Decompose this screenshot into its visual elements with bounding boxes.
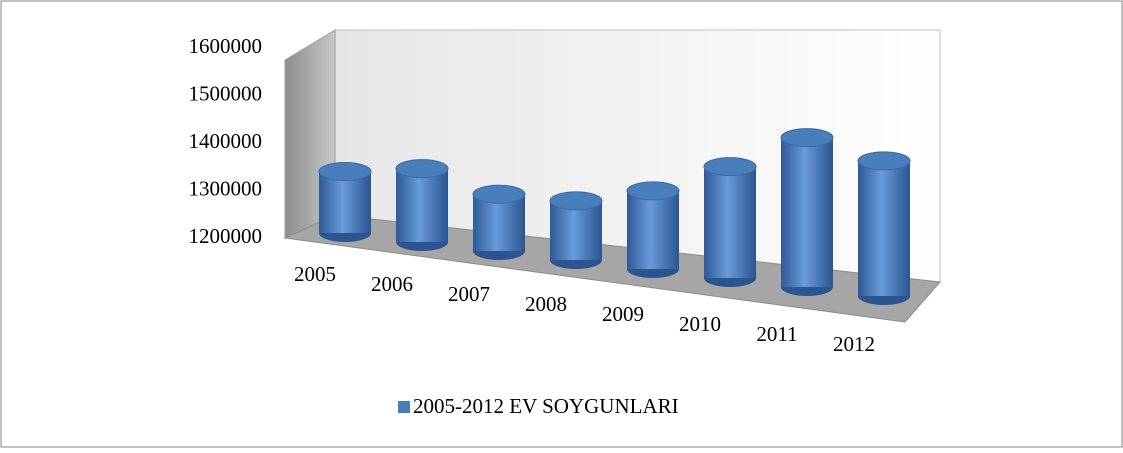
x-tick-label: 2005: [294, 262, 336, 286]
x-tick-label: 2007: [448, 282, 490, 306]
legend-label: 2005-2012 EV SOYGUNLARI: [413, 394, 679, 418]
cylinder-top: [472, 184, 526, 204]
y-tick-label: 1400000: [189, 129, 263, 153]
x-tick-label: 2006: [371, 272, 413, 296]
bar: [319, 171, 371, 233]
y-tick-label: 1200000: [189, 224, 263, 248]
bar: [550, 200, 602, 260]
cylinder-top: [780, 128, 834, 148]
cylinder-top: [549, 191, 603, 211]
bar: [627, 190, 679, 269]
bar: [396, 168, 448, 242]
y-tick-label: 1300000: [189, 176, 263, 200]
x-tick-label: 2008: [525, 292, 567, 316]
floor: [283, 214, 942, 323]
x-tick-label: 2010: [679, 312, 721, 336]
cylinder-top: [703, 157, 757, 177]
x-tick-label: 2009: [602, 302, 644, 326]
bar: [781, 137, 833, 287]
cylinder-top: [626, 181, 680, 201]
plot: 1200000 1300000 1400000 1500000 1600000 2005 2…: [189, 34, 911, 356]
cylinder-top: [857, 151, 911, 171]
cylinder-top: [395, 159, 449, 179]
bar: [704, 166, 756, 278]
legend-swatch: [398, 401, 410, 413]
bar: [858, 160, 910, 296]
cylinder-top: [318, 162, 372, 181]
x-tick-label: 2011: [756, 322, 797, 346]
y-tick-label: 1500000: [189, 81, 263, 105]
x-tick-label: 2012: [833, 332, 875, 356]
y-tick-label: 1600000: [189, 34, 263, 58]
